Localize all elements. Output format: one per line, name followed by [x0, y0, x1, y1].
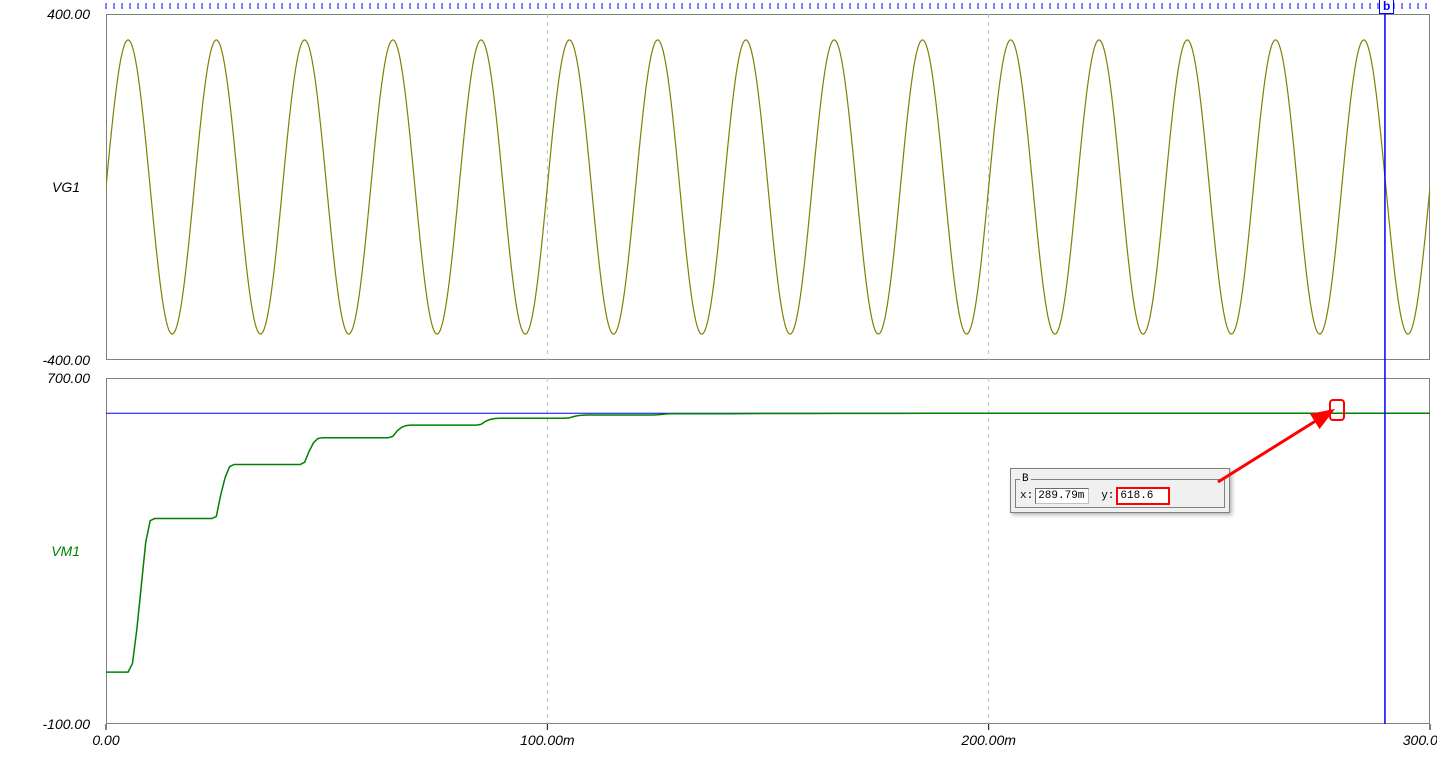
- tooltip-y-value[interactable]: 618.6: [1116, 487, 1170, 505]
- tooltip-legend: B: [1020, 473, 1031, 485]
- cursor-readout-tooltip[interactable]: B x: 289.79m y: 618.6: [1010, 468, 1230, 513]
- plot2-ytick-min: -100.00: [10, 716, 90, 732]
- plot2-ytick-max: 700.00: [10, 370, 90, 386]
- tooltip-x-value[interactable]: 289.79m: [1035, 488, 1089, 504]
- tooltip-x-label: x:: [1020, 490, 1033, 502]
- plot1-ytick-max: 400.00: [10, 6, 90, 22]
- xtick-1: 100.00m: [507, 732, 587, 748]
- xtick-0: 0.00: [66, 732, 146, 748]
- plot2-name-label: VM1: [0, 543, 80, 559]
- chart-container: VG1 VM1 400.00 -400.00 700.00 -100.00 0.…: [0, 0, 1437, 778]
- cursor-b-label[interactable]: b: [1379, 0, 1394, 14]
- xtick-2: 200.00m: [949, 732, 1029, 748]
- plot1-ytick-min: -400.00: [10, 352, 90, 368]
- xtick-3: 300.00m: [1390, 732, 1437, 748]
- plot1-name-label: VG1: [0, 179, 80, 195]
- tooltip-y-label: y:: [1101, 490, 1114, 502]
- plot2-svg: [0, 0, 1437, 778]
